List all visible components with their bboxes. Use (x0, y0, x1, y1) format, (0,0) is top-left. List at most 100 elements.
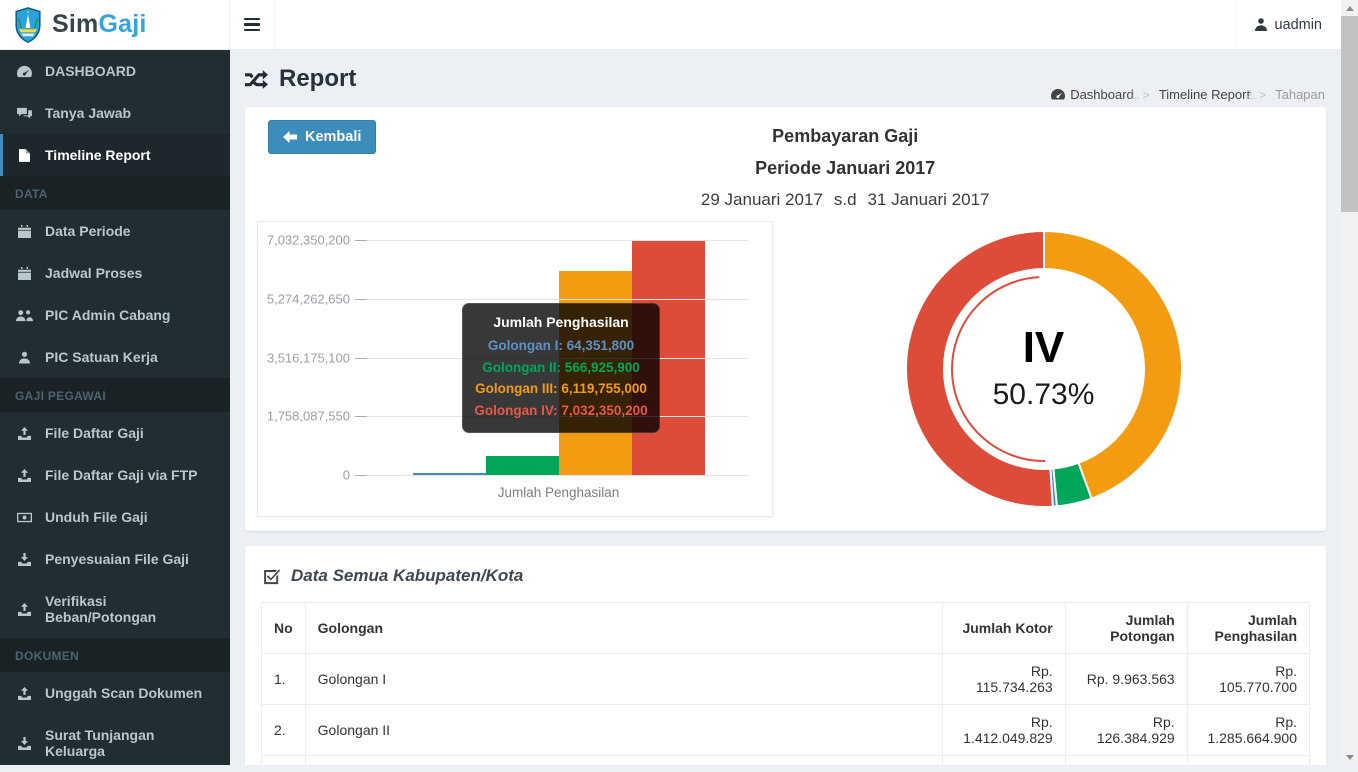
scroll-down-button[interactable] (1341, 749, 1358, 765)
chart-title: Pembayaran Gaji (772, 126, 919, 146)
gridline (367, 298, 748, 300)
cell-kotor: Rp. 1.412.049.829 (942, 704, 1066, 756)
chart-tooltip: Jumlah Penghasilan Golongan I: 64,351,80… (462, 303, 660, 433)
page-title-text: Report (279, 65, 357, 92)
sidebar-item-tanya-jawab[interactable]: Tanya Jawab (0, 92, 230, 134)
download-icon (15, 552, 34, 566)
sidebar-item-penyesuaian-file-gaji[interactable]: Penyesuaian File Gaji (0, 538, 230, 580)
upload-icon (15, 686, 34, 700)
breadcrumb-item-timeline-report[interactable]: Timeline Report (1159, 87, 1250, 102)
gridline (367, 240, 748, 241)
table-header-row: No Golongan Jumlah Kotor Jumlah Potongan Jum… (261, 602, 1311, 654)
date-separator: s.d (833, 190, 857, 209)
donut-segment-golongan-iii[interactable] (1042, 229, 1183, 500)
table-card: Data Semua Kabupaten/Kota No Golongan Juml… (245, 546, 1326, 765)
sidebar-item-pic-admin-cabang[interactable]: PIC Admin Cabang (0, 294, 230, 336)
cell-golongan: Golongan II (304, 704, 944, 756)
triangle-down-icon (1345, 754, 1354, 760)
breadcrumb-label: Timeline Report (1158, 87, 1251, 102)
sidebar-section-header-gaji-pegawai: GAJI PEGAWAI (0, 378, 230, 412)
upload-icon (15, 468, 34, 482)
sidebar-item-label: Unduh File Gaji (45, 509, 148, 525)
cell-kotor: Rp. 115.734.263 (942, 653, 1066, 705)
y-axis-tick-label: 7,032,350,200 (266, 232, 350, 248)
brand-logo[interactable]: SimGaji (0, 0, 230, 49)
sidebar-item-label: Timeline Report (45, 147, 151, 163)
arrow-left-icon (283, 131, 297, 143)
donut-chart[interactable]: IV 50.73% (773, 221, 1314, 517)
donut-highlight-arc (950, 276, 1045, 462)
sidebar-menu: DASHBOARD Tanya Jawab Timeline Report DATA D… (0, 50, 230, 772)
cell-no: 3. (261, 755, 306, 765)
scrollbar-thumb[interactable] (1341, 16, 1358, 212)
report-card-header: Kembali Pembayaran Gaji Periode Januari … (257, 117, 1314, 210)
back-button-label: Kembali (305, 129, 362, 145)
sidebar-item-pic-satuan-kerja[interactable]: PIC Satuan Kerja (0, 336, 230, 378)
tooltip-row-golongan-i: Golongan I: 64,351,800 (487, 338, 635, 353)
sidebar-item-label: Jadwal Proses (45, 265, 143, 281)
chart-title-block: Pembayaran Gaji Periode Januari 2017 29 … (376, 117, 1314, 210)
user-menu[interactable]: uadmin (1235, 0, 1341, 49)
sidebar-item-verifikasi-beban-potongan[interactable]: Verifikasi Beban/Potongan (0, 580, 230, 638)
axis-tick (355, 298, 367, 300)
breadcrumb-label: Dashboard (1070, 87, 1134, 102)
sidebar-item-label: DASHBOARD (45, 63, 136, 79)
tooltip-row-golongan-iii: Golongan III: 6,119,755,000 (475, 381, 647, 396)
gauge-icon (15, 65, 34, 78)
scroll-up-button[interactable] (1341, 0, 1358, 16)
tooltip-row-golongan-ii: Golongan II: 566,925,900 (482, 359, 640, 375)
sidebar-item-unduh-file-gaji[interactable]: Unduh File Gaji (0, 496, 230, 538)
table-title: Data Semua Kabupaten/Kota (261, 562, 1310, 602)
sidebar: DASHBOARD Tanya Jawab Timeline Report DATA D… (0, 50, 230, 765)
cell-penghasilan: Rp. 105.770.700 (1186, 653, 1311, 705)
cell-potongan: Rp. 126.384.929 (1064, 704, 1188, 756)
users-icon (15, 309, 34, 322)
sidebar-item-label: Unggah Scan Dokumen (45, 685, 203, 701)
sidebar-item-file-daftar-gaji[interactable]: File Daftar Gaji (0, 412, 230, 454)
sidebar-item-label: PIC Satuan Kerja (45, 349, 158, 365)
sidebar-item-timeline-report[interactable]: Timeline Report (0, 134, 230, 176)
column-header-no: No (261, 602, 306, 654)
sidebar-item-surat-tunjangan-keluarga[interactable]: Surat Tunjangan Keluarga (0, 714, 230, 772)
sidebar-toggle-button[interactable] (230, 0, 275, 49)
y-axis-tick-label: 0 (342, 467, 350, 483)
sidebar-item-dashboard[interactable]: DASHBOARD (0, 50, 230, 92)
column-header-jumlah-kotor: Jumlah Kotor (942, 602, 1066, 654)
breadcrumb-item-dashboard[interactable]: Dashboard (1051, 87, 1134, 102)
brand-name: SimGaji (52, 10, 147, 39)
bar-golongan-ii[interactable] (485, 456, 559, 475)
sidebar-item-data-periode[interactable]: Data Periode (0, 210, 230, 252)
column-header-jumlah-penghasilan: Jumlah Penghasilan (1186, 602, 1311, 654)
sidebar-section-header-data: DATA (0, 176, 230, 210)
axis-tick (355, 475, 367, 476)
column-header-jumlah-potongan: Jumlah Potongan (1064, 602, 1188, 654)
top-navbar: SimGaji uadmin (0, 0, 1341, 50)
y-axis-tick-label: 3,516,175,100 (266, 350, 350, 365)
cell-golongan: Golongan III (304, 755, 944, 765)
brand-name-prefix: Sim (52, 10, 99, 38)
data-table: No Golongan Jumlah Kotor Jumlah Potongan Jum… (261, 602, 1311, 765)
axis-tick (355, 357, 367, 359)
username-label: uadmin (1274, 16, 1322, 33)
bar-golongan-i[interactable] (412, 472, 486, 475)
vertical-scrollbar[interactable] (1341, 0, 1358, 765)
donut-segment-golongan-iv[interactable] (904, 229, 1054, 508)
cell-potongan: Rp. 1.449.830.406 (1064, 755, 1188, 765)
tooltip-title: Jumlah Penghasilan (493, 314, 629, 330)
donut-svg[interactable] (903, 228, 1185, 510)
upload-icon (15, 602, 34, 616)
bar-chart[interactable]: Jumlah Penghasilan Jumlah Penghasilan Go… (257, 221, 773, 517)
table-row-golongan-ii: 2. Golongan II Rp. 1.412.049.829 Rp. 126.38… (261, 704, 1311, 756)
page-title: Report (245, 65, 1326, 93)
breadcrumb-label: Tahapan (1275, 87, 1325, 102)
gridline (367, 475, 748, 476)
back-button[interactable]: Kembali (268, 120, 377, 154)
file-icon (15, 148, 34, 162)
sidebar-item-unggah-scan-dokumen[interactable]: Unggah Scan Dokumen (0, 672, 230, 714)
main-content: Report Dashboard > Timeline Report > Tahapan… (230, 50, 1341, 765)
sidebar-item-jadwal-proses[interactable]: Jadwal Proses (0, 252, 230, 294)
cell-kotor: Rp. 16.350.107.706 (942, 755, 1066, 765)
sidebar-item-file-daftar-gaji-via-ftp[interactable]: File Daftar Gaji via FTP (0, 454, 230, 496)
brand-name-suffix: Gaji (98, 10, 147, 38)
cell-no: 2. (261, 704, 306, 756)
